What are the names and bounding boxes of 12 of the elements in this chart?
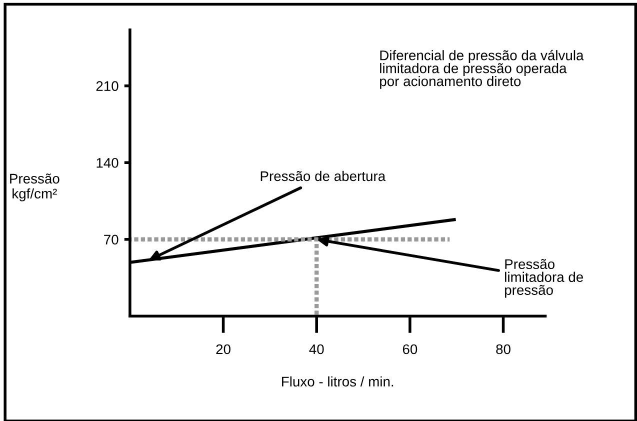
x-tick-label: 60 xyxy=(402,344,418,354)
y-axis-title: Pressão kgf/cm² xyxy=(10,173,60,202)
x-tick-label: 80 xyxy=(496,344,510,354)
annotation: Pressão limitadora de pressão xyxy=(505,258,584,298)
y-tick-label: 70 xyxy=(104,234,118,245)
x-axis-title: Fluxo - litros / min. xyxy=(282,376,394,387)
x-tick-label: 20 xyxy=(216,344,230,354)
x-tick-label: 40 xyxy=(309,344,324,354)
y-tick-label: 140 xyxy=(96,158,118,168)
annotation: Pressão de abertura xyxy=(260,170,386,182)
y-tick-label: 210 xyxy=(96,81,118,91)
text: Diferencial de pressão da válvula limitadora de pressão operada por acionamento direto xyxy=(380,50,584,89)
